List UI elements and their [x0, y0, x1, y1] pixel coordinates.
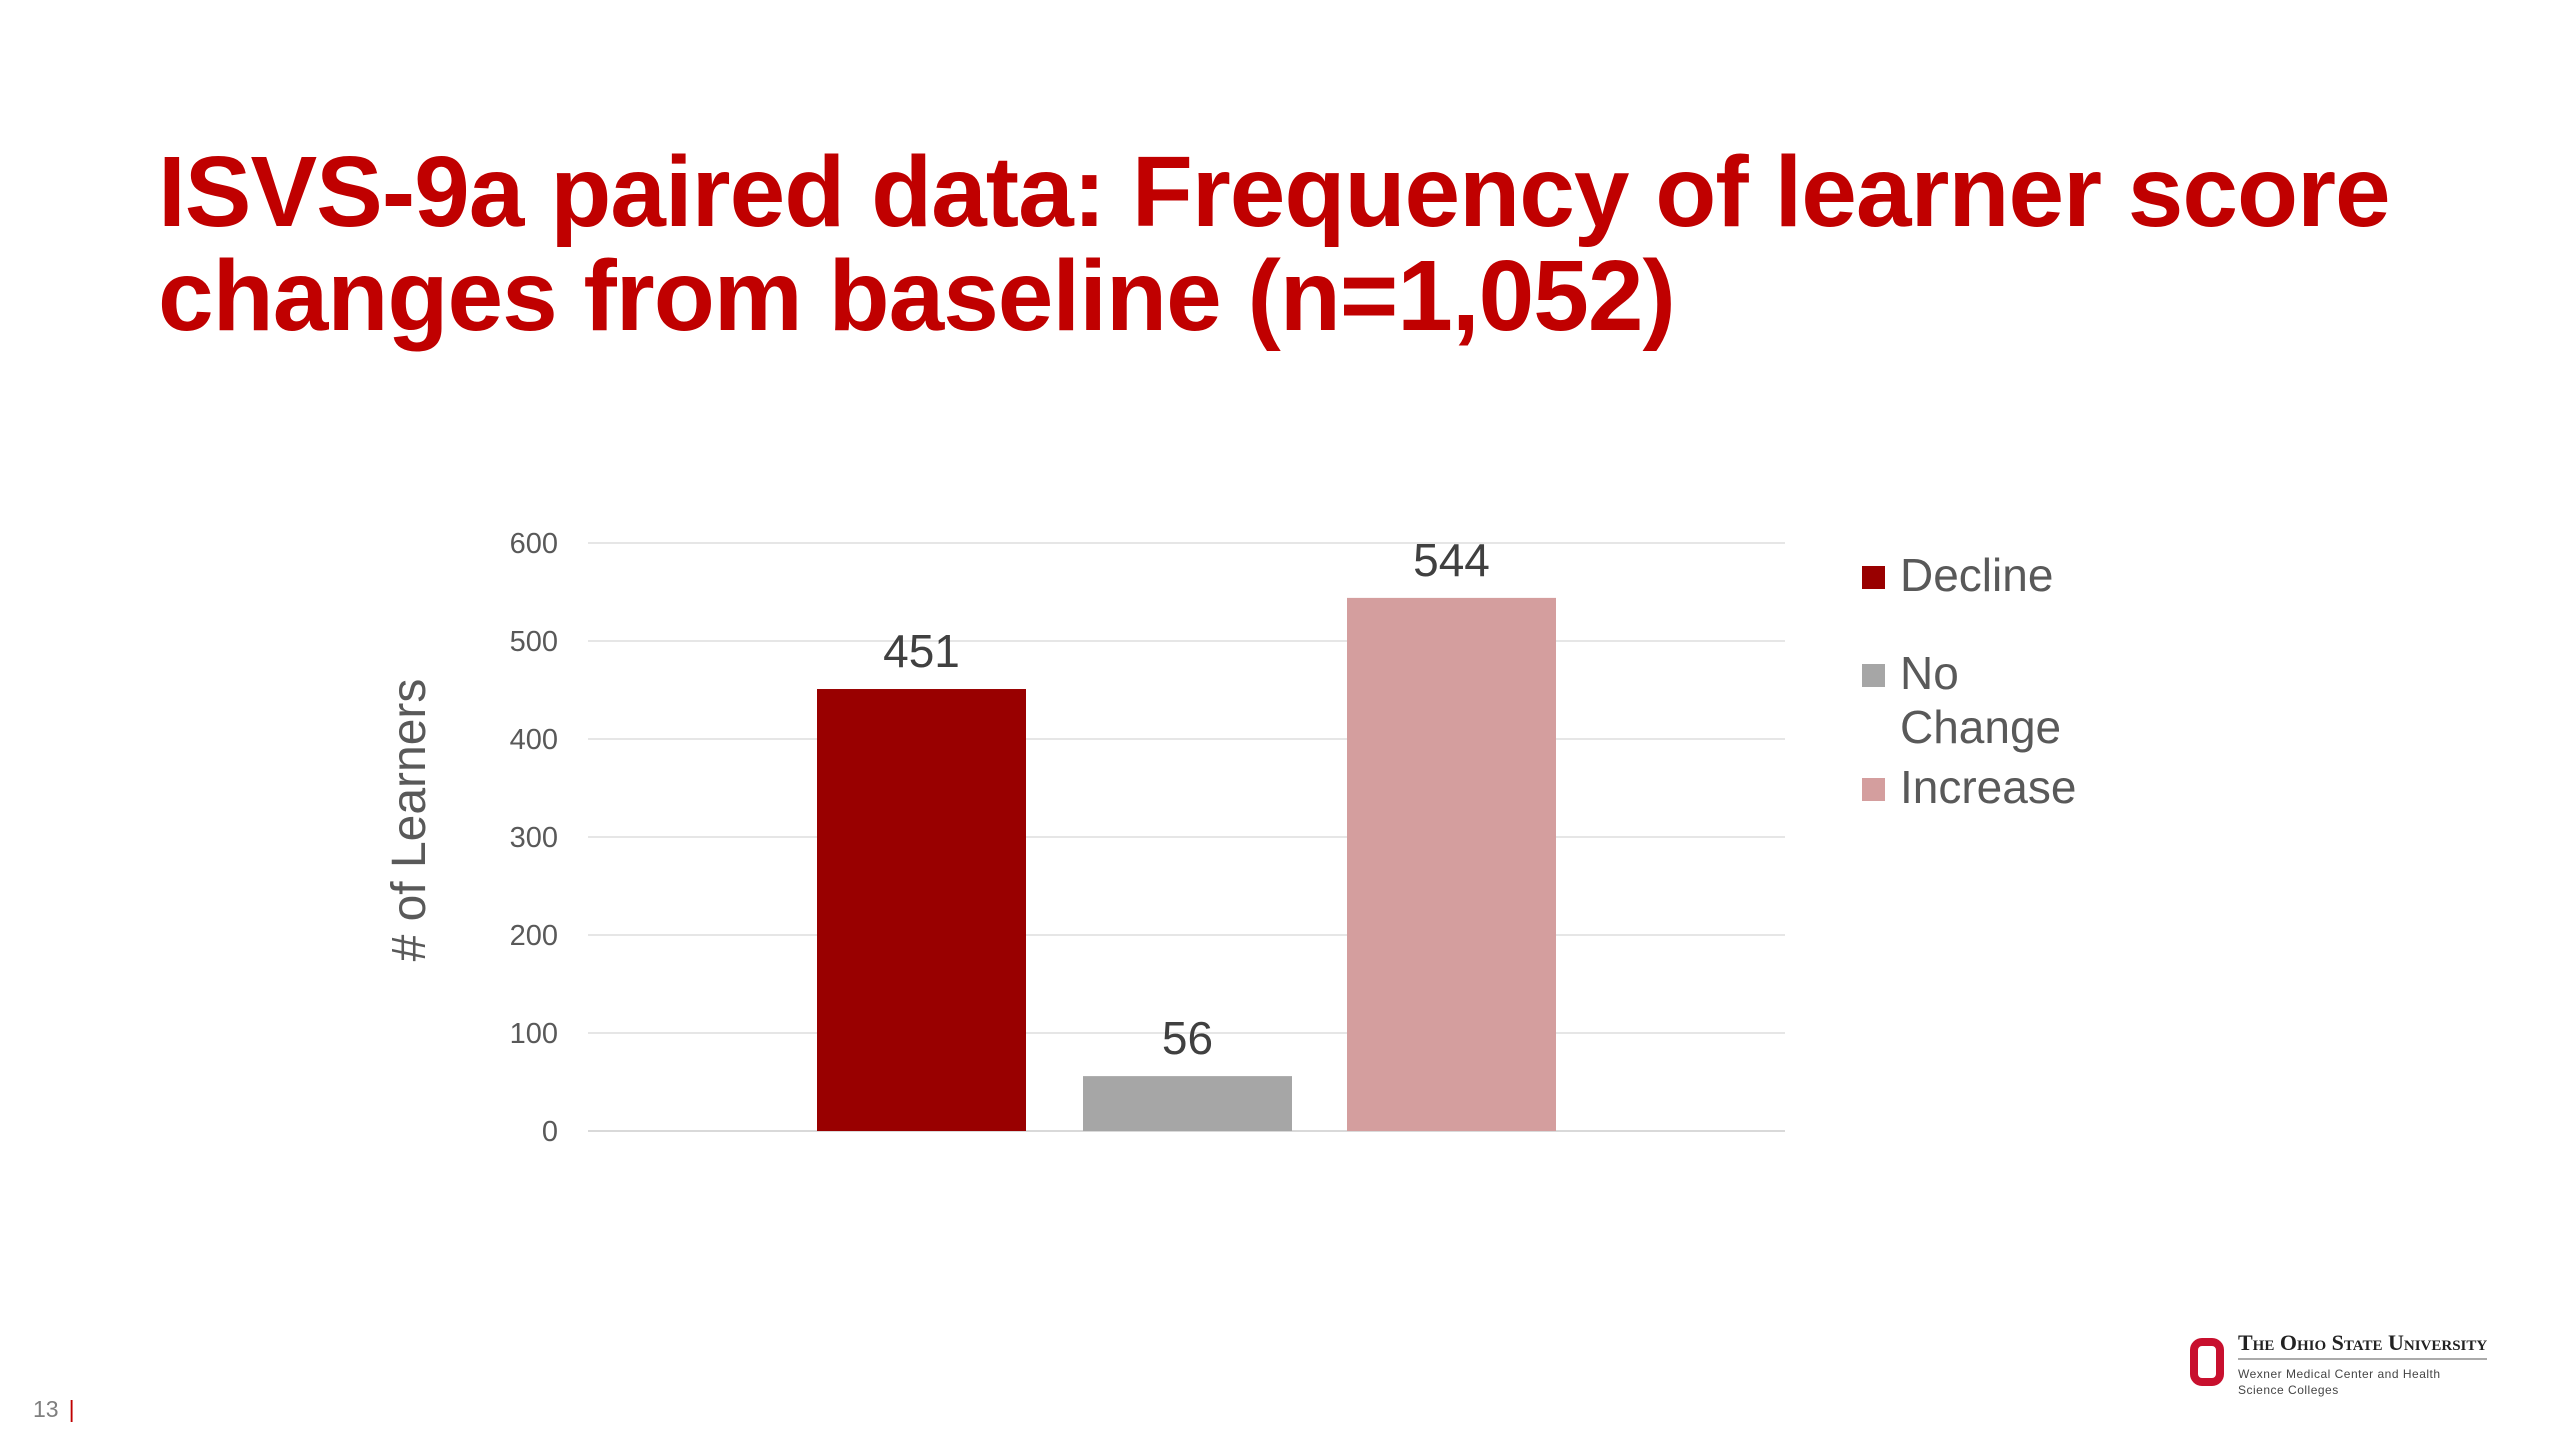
- title-line-2: changes from baseline (n=1,052): [158, 240, 1676, 352]
- page-number: 13 |: [33, 1396, 75, 1423]
- logo-line-1: The Ohio State University: [2238, 1330, 2488, 1360]
- legend-label: Increase: [1900, 761, 2077, 813]
- legend-label: Decline: [1900, 549, 2054, 601]
- block-o-icon: [2190, 1338, 2224, 1386]
- chart-legend: Decline No Change Increase: [1862, 548, 2100, 814]
- title-line-1: ISVS-9a paired data: Frequency of learne…: [158, 136, 2391, 248]
- legend-item-decline: Decline: [1862, 548, 2100, 602]
- bar-no-change: [1083, 1076, 1292, 1131]
- page-number-value: 13: [33, 1396, 59, 1422]
- y-tick-label: 500: [510, 626, 558, 658]
- y-axis-label: # of Learners: [383, 679, 436, 962]
- y-tick-label: 100: [510, 1018, 558, 1050]
- slide-title: ISVS-9a paired data: Frequency of learne…: [158, 140, 2458, 348]
- legend-swatch: [1862, 664, 1885, 687]
- data-label: 544: [1413, 534, 1490, 586]
- legend-swatch: [1862, 778, 1885, 801]
- y-tick-label: 200: [510, 920, 558, 952]
- data-label: 451: [883, 625, 960, 677]
- y-tick-label: 300: [510, 822, 558, 854]
- data-label: 56: [1162, 1012, 1213, 1064]
- legend-item-no-change: No Change: [1862, 646, 2100, 754]
- y-tick-label: 0: [542, 1116, 558, 1148]
- legend-item-increase: Increase: [1862, 760, 2100, 814]
- bar-increase: [1347, 597, 1556, 1131]
- page-separator: |: [68, 1396, 75, 1422]
- legend-swatch: [1862, 566, 1885, 589]
- legend-label: No Change: [1900, 647, 2062, 753]
- bar-decline: [817, 689, 1026, 1131]
- logo-line-2: Wexner Medical Center and Health Science…: [2238, 1367, 2441, 1397]
- y-tick-label: 600: [510, 528, 558, 560]
- y-tick-label: 400: [510, 724, 558, 756]
